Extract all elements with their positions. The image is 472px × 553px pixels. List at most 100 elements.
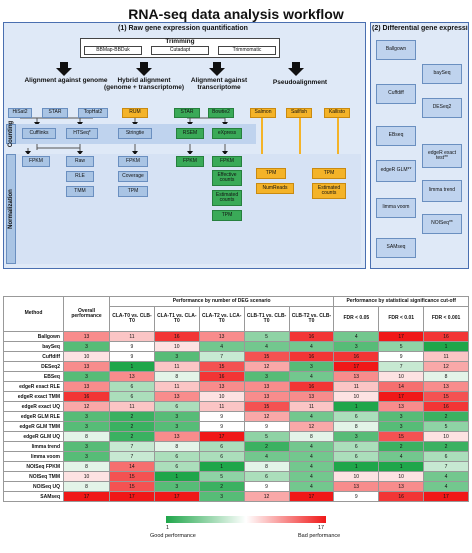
rank-cell: 6	[333, 451, 380, 462]
rank-cell: 10	[423, 431, 469, 442]
rank-cell: 6	[198, 451, 245, 462]
de-method: edgeR GLM**	[376, 160, 416, 182]
rank-cell: 10	[63, 471, 110, 482]
rank-cell: 13	[423, 381, 469, 392]
down-arrow	[288, 62, 304, 76]
method-name: NOISeq FPKM	[3, 461, 64, 472]
col-overall: Overall performance	[63, 296, 110, 332]
method-name: limma voom	[3, 451, 64, 462]
rank-cell: 4	[423, 481, 469, 492]
rank-cell: 1	[333, 461, 380, 472]
rank-cell: 12	[243, 361, 290, 372]
norm-tmm: TMM	[66, 186, 94, 197]
rank-cell: 7	[109, 451, 155, 462]
method-name: Ballgown	[3, 331, 64, 342]
rank-cell: 15	[243, 351, 290, 362]
method-name: NOISeq TMM	[3, 471, 64, 482]
norm-pseudo-numreads: NumReads	[256, 183, 294, 194]
rank-cell: 4	[333, 331, 380, 342]
norm-express-fpkm: FPKM	[212, 156, 242, 167]
counting-label: Counting	[6, 121, 16, 147]
rank-cell: 2	[109, 421, 155, 432]
rank-cell: 3	[153, 421, 200, 432]
de-method: SAMseq	[376, 238, 416, 258]
rank-cell: 15	[378, 431, 425, 442]
rank-cell: 11	[288, 401, 335, 412]
norm-rsem-fpkm: FPKM	[176, 156, 204, 167]
rank-cell: 4	[288, 451, 335, 462]
norm-pseudo-estimated: Estimated counts	[312, 183, 346, 199]
method-name: baySeq	[3, 341, 64, 352]
rank-cell: 13	[333, 481, 380, 492]
rank-cell: 17	[288, 491, 335, 502]
norm-fpkm: FPKM	[22, 156, 50, 167]
method-name: EBSeq	[3, 371, 64, 382]
col-scenario: CLA-T1 vs. CLA-T0	[153, 306, 200, 332]
rank-cell: 4	[288, 341, 335, 352]
rank-cell: 5	[243, 331, 290, 342]
rank-cell: 6	[109, 381, 155, 392]
rank-cell: 17	[109, 491, 155, 502]
rank-cell: 15	[109, 471, 155, 482]
rank-cell: 1	[423, 341, 469, 352]
rank-cell: 12	[288, 421, 335, 432]
rank-cell: 11	[109, 401, 155, 412]
table-row: limma trend 3 7 8 6 2 4 6 2 2	[3, 441, 469, 452]
group-fdr: Performance by statistical significance …	[333, 296, 469, 307]
aligner-hisat2: HiSat2	[8, 108, 32, 118]
rank-cell: 8	[288, 431, 335, 442]
rank-cell: 6	[333, 411, 380, 422]
rank-cell: 13	[288, 391, 335, 402]
rank-cell: 11	[198, 401, 245, 412]
rank-cell: 8	[153, 441, 200, 452]
rank-cell: 3	[63, 421, 110, 432]
rank-cell: 13	[378, 401, 425, 412]
norm-raw: Raw	[66, 156, 94, 167]
rank-cell: 2	[198, 481, 245, 492]
rank-cell: 17	[153, 491, 200, 502]
rank-cell: 13	[63, 381, 110, 392]
rank-cell: 5	[243, 431, 290, 442]
rank-cell: 11	[423, 351, 469, 362]
rank-cell: 7	[378, 361, 425, 372]
rank-cell: 12	[243, 411, 290, 422]
rank-cell: 10	[333, 471, 380, 482]
method-name: edgeR exact TMM	[3, 391, 64, 402]
rank-cell: 2	[378, 441, 425, 452]
col-method: Method	[3, 296, 64, 332]
normalization-label: Normalization	[6, 154, 16, 264]
rank-cell: 13	[153, 431, 200, 442]
rank-cell: 6	[153, 461, 200, 472]
pseudo-salmon: Salmon	[250, 108, 276, 118]
norm-pseudo-tpm-b: TPM	[312, 168, 346, 179]
col-scenario: CLA-T2 vs. LCA-T0	[198, 306, 245, 332]
rank-cell: 16	[333, 351, 380, 362]
de-method: NOISeq**	[422, 214, 462, 234]
legend-good: Good performance	[150, 533, 196, 539]
rank-cell: 3	[288, 361, 335, 372]
rank-cell: 15	[198, 361, 245, 372]
performance-table: Method Overall performance Performance b…	[3, 296, 469, 502]
rank-cell: 16	[153, 331, 200, 342]
rank-cell: 10	[153, 341, 200, 352]
count-cufflinks: Cufflinks	[22, 128, 56, 139]
down-arrow	[56, 62, 72, 76]
normalization-band	[6, 154, 361, 264]
method-name: edgeR exact UQ	[3, 401, 64, 412]
norm-express-effective: Effective counts	[212, 170, 242, 186]
table-row: limma voom 3 7 6 6 4 4 6 4 6	[3, 451, 469, 462]
rank-cell: 8	[423, 371, 469, 382]
table-row: NOISeq FPKM 8 14 6 1 8 4 1 1 7	[3, 461, 469, 472]
rank-cell: 2	[109, 411, 155, 422]
rank-cell: 2	[243, 441, 290, 452]
method-name: edgeR exact RLE	[3, 381, 64, 392]
rank-cell: 13	[63, 361, 110, 372]
de-method: limma voom	[376, 198, 416, 218]
rank-cell: 1	[153, 471, 200, 482]
table-row: edgeR GLM UQ 8 2 13 17 5 8 3 15 10	[3, 431, 469, 442]
table-row: edgeR GLM RLE 3 2 3 9 12 4 6 3 2	[3, 411, 469, 422]
page-title: RNA-seq data analysis workflow	[128, 6, 344, 22]
rank-cell: 14	[378, 381, 425, 392]
aligner-star-t: STAR	[174, 108, 200, 118]
rank-cell: 10	[333, 391, 380, 402]
